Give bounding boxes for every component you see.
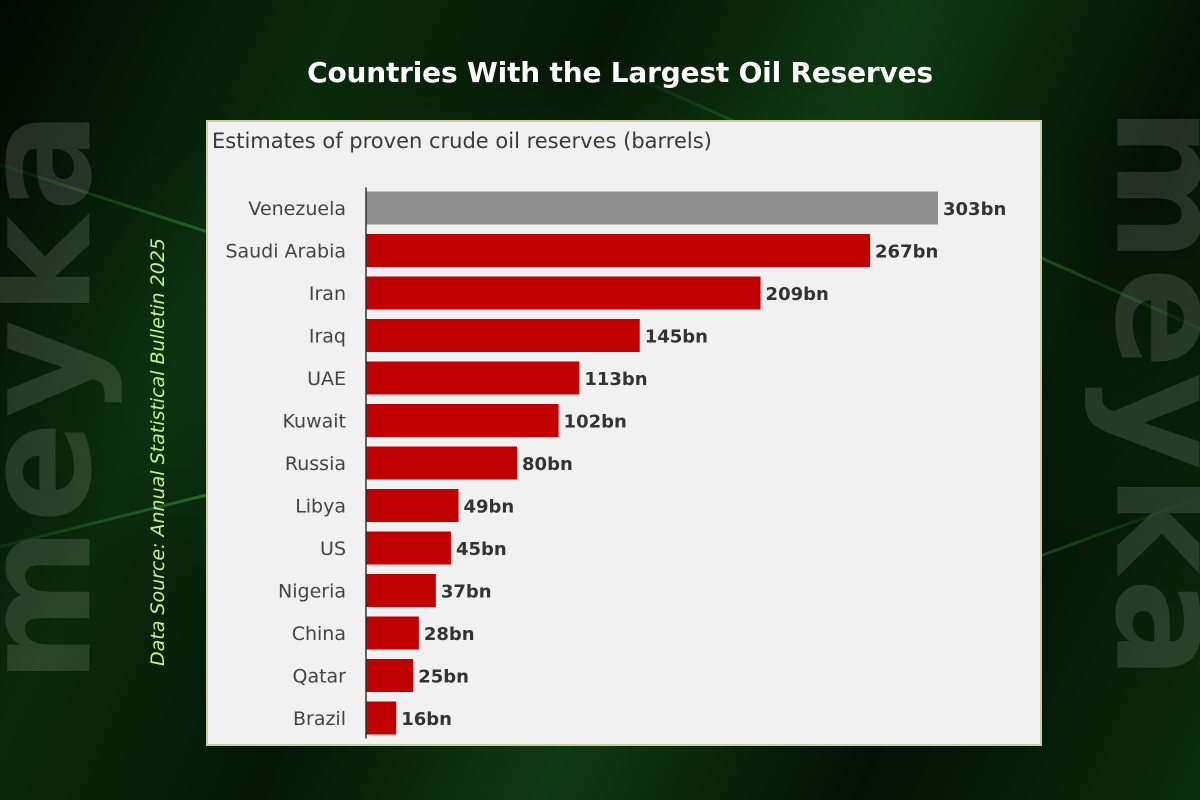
category-label: Russia [285, 453, 346, 475]
category-label: Venezuela [248, 198, 346, 220]
value-label: 25bn [418, 667, 469, 688]
category-label: US [320, 538, 346, 560]
bar-brazil [366, 701, 397, 735]
value-label: 209bn [766, 284, 829, 305]
watermark-text: meyka [0, 106, 126, 684]
page-title: Countries With the Largest Oil Reserves [307, 56, 933, 89]
category-label: Qatar [292, 666, 346, 688]
value-label: 145bn [645, 327, 708, 348]
value-label: 28bn [424, 624, 475, 645]
bar-russia [366, 446, 518, 480]
bar-libya [366, 489, 459, 522]
bar-china [366, 616, 419, 650]
category-label: Nigeria [278, 581, 346, 603]
value-label: 102bn [564, 412, 627, 433]
watermark-right: meyka [1081, 107, 1200, 684]
watermark-text: meyka [1081, 106, 1200, 684]
bar-saudi-arabia [366, 234, 871, 267]
data-source-note: Data Source: Annual Statistical Bulletin… [147, 238, 169, 667]
value-label: 303bn [943, 199, 1006, 220]
chart-panel: Estimates of proven crude oil reserves (… [206, 120, 1042, 746]
bar-iran [366, 276, 761, 310]
bar-iraq [366, 319, 640, 352]
bar-chart: Venezuela 303bn Saudi Arabia 267bn Iran 209bn… [225, 187, 1006, 739]
category-label: Brazil [293, 708, 346, 730]
value-label: 113bn [584, 369, 647, 390]
bar-kuwait [366, 404, 559, 437]
category-label: China [292, 623, 346, 645]
bar-nigeria [366, 574, 436, 607]
watermark-left: meyka [0, 107, 125, 684]
bar-us [366, 531, 451, 565]
category-label: Iran [309, 283, 346, 305]
value-label: 49bn [464, 497, 515, 518]
bar-venezuela [366, 191, 938, 225]
category-label: Libya [295, 496, 346, 518]
value-label: 80bn [522, 454, 573, 475]
value-label: 37bn [441, 582, 492, 603]
bar-qatar [366, 659, 414, 692]
category-label: Kuwait [283, 411, 346, 433]
category-label: UAE [307, 368, 346, 390]
value-label: 45bn [456, 539, 507, 560]
chart-subtitle: Estimates of proven crude oil reserves (… [212, 129, 712, 153]
category-label: Iraq [309, 326, 346, 348]
value-label: 16bn [401, 709, 452, 730]
bar-uae [366, 361, 580, 395]
category-label: Saudi Arabia [225, 241, 346, 263]
value-label: 267bn [875, 242, 938, 263]
